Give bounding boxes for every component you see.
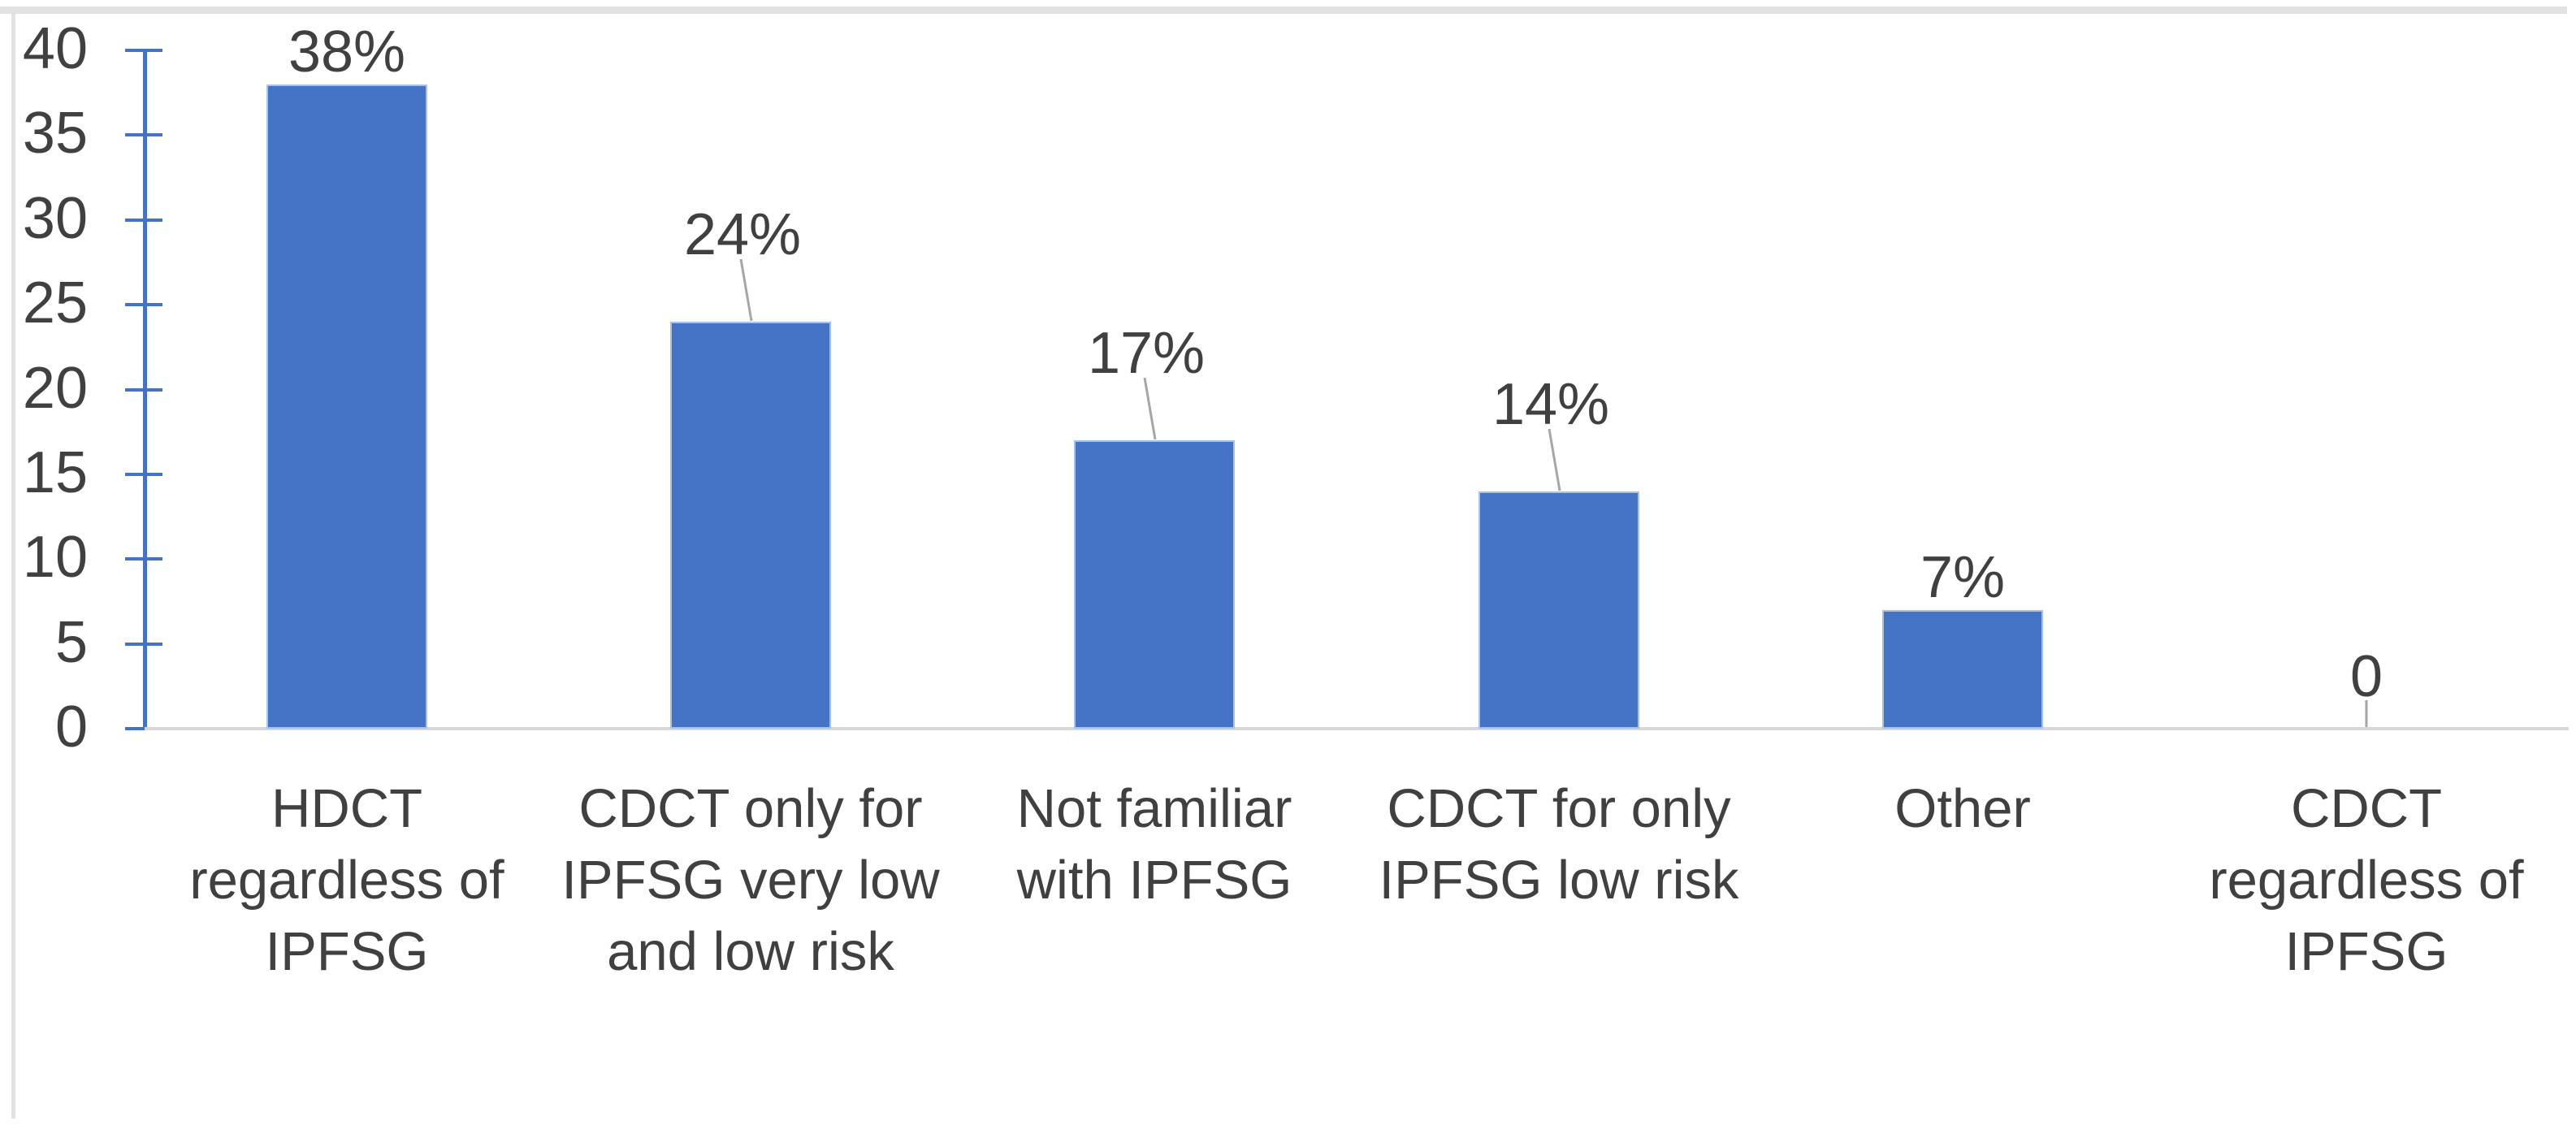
y-axis-tick [125,557,162,561]
y-axis-tick [125,388,162,392]
y-axis-tick-label: 0 [54,695,88,760]
category-label: CDCT for only IPFSG low risk [1379,778,1739,911]
y-axis-tick [125,727,145,730]
y-axis-tick [125,643,162,646]
bar-data-label: 24% [683,202,802,267]
y-axis-tick-label: 25 [22,271,88,335]
bar [266,84,427,729]
y-axis-tick-label: 15 [22,440,88,505]
bar [1882,610,2043,729]
bar-data-label: 17% [1087,321,1206,386]
y-axis-tick [125,49,162,52]
y-axis-tick-label: 30 [22,186,88,251]
y-axis-tick [125,219,162,222]
leader-line [739,258,753,322]
bar [1074,440,1235,729]
category-label: Not familiar with IPFSG [1016,778,1292,911]
y-axis-tick-label: 10 [22,525,88,590]
x-axis-baseline [145,727,2569,730]
chart-border-left [11,6,15,1119]
bar-data-label: 14% [1491,372,1610,437]
y-axis-tick-label: 35 [22,101,88,166]
y-axis-tick [125,303,162,306]
bar-data-label: 38% [288,19,406,84]
category-label: CDCT only for IPFSG very low and low ris… [561,778,940,982]
bar [670,322,831,729]
chart-border-top [0,6,2567,14]
category-label: HDCT regardless of IPFSG [189,778,504,982]
bar-data-label: 7% [1920,545,2006,610]
y-axis-tick [125,473,162,476]
y-axis-tick-label: 40 [22,16,88,81]
leader-line [1548,428,1561,491]
y-axis-tick-label: 20 [22,356,88,421]
y-axis-tick-label: 5 [54,610,88,675]
bar [1478,491,1639,729]
category-label: CDCT regardless of IPFSG [2209,778,2524,982]
bar-data-label: 0 [2349,644,2383,709]
leader-line [1143,377,1157,440]
category-label: Other [1894,778,2031,839]
y-axis-tick [125,133,162,136]
